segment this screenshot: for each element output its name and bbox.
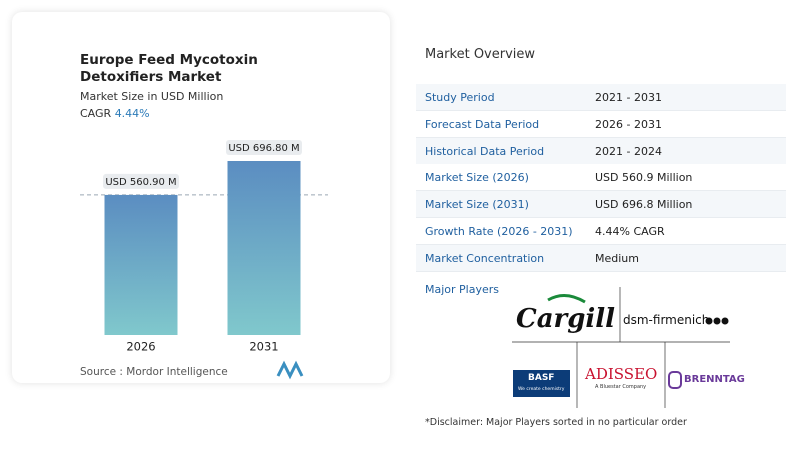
logo-brenntag: BRENNTAG xyxy=(684,374,745,385)
cagr-label: CAGR xyxy=(80,107,112,120)
row-value: 4.44% CAGR xyxy=(595,225,665,238)
row-label: Study Period xyxy=(425,91,495,104)
row-label: Market Size (2031) xyxy=(425,198,529,212)
overview-row: Market Concentration Medium xyxy=(416,244,786,272)
x-tick-label: 2031 xyxy=(249,340,278,354)
overview-title: Market Overview xyxy=(425,47,536,62)
overview-row: Market Size (2026) USD 560.9 Million xyxy=(416,164,786,192)
row-value: Medium xyxy=(595,251,639,265)
chart-title: Europe Feed Mycotoxin Detoxifiers Market xyxy=(80,52,258,85)
logo-dsm: dsm-firmenich xyxy=(623,313,710,327)
cargill-swoosh xyxy=(547,294,586,304)
basf-box xyxy=(513,370,570,397)
logo-adisseo: ADISSEO xyxy=(585,365,658,383)
logo-cargill: Cargill xyxy=(516,304,616,334)
row-value: USD 696.8 Million xyxy=(595,198,693,212)
logo-dot xyxy=(713,317,721,325)
overview-row: Market Size (2031) USD 696.8 Million xyxy=(416,191,786,219)
value-label: USD 560.90 M xyxy=(105,177,176,188)
logo-basf-tag: We create chemistry xyxy=(518,387,565,392)
overview-row: Forecast Data Period 2026 - 2031 xyxy=(416,110,786,138)
row-value: USD 560.9 Million xyxy=(595,171,693,185)
brenntag-icon xyxy=(668,371,682,389)
disclaimer: *Disclaimer: Major Players sorted in no … xyxy=(425,417,687,428)
logo-dot xyxy=(721,317,729,325)
row-value: 2021 - 2031 xyxy=(595,91,662,104)
overview-row: Study Period 2021 - 2031 xyxy=(416,84,786,111)
value-label-box xyxy=(226,140,302,155)
row-label: Historical Data Period xyxy=(425,144,545,158)
source-logo xyxy=(276,360,304,380)
bar xyxy=(104,194,178,335)
logo-adisseo-tag: A Bluestar Company xyxy=(595,384,647,390)
chart-subtitle: Market Size in USD Million xyxy=(80,90,224,103)
overview-row: Historical Data Period 2021 - 2024 xyxy=(416,137,786,165)
cagr: CAGR 4.44% xyxy=(80,107,150,120)
row-label: Forecast Data Period xyxy=(425,117,540,131)
overview-row: Growth Rate (2026 - 2031) 4.44% CAGR xyxy=(416,218,786,245)
row-value: 2021 - 2024 xyxy=(595,144,662,158)
players-title: Major Players xyxy=(425,283,499,296)
row-label: Market Concentration xyxy=(425,251,545,265)
cagr-value: 4.44% xyxy=(114,107,150,120)
row-value: 2026 - 2031 xyxy=(595,117,662,131)
chart-card xyxy=(12,12,390,383)
value-label-box xyxy=(103,173,179,189)
source: Source : Mordor Intelligence xyxy=(80,366,228,378)
logo-dot xyxy=(705,317,713,325)
value-label: USD 696.80 M xyxy=(228,143,299,154)
row-label: Growth Rate (2026 - 2031) xyxy=(425,225,573,238)
bar xyxy=(227,161,301,335)
logo-basf: BASF xyxy=(528,373,555,383)
x-tick-label: 2026 xyxy=(126,340,155,354)
row-label: Market Size (2026) xyxy=(425,171,529,185)
